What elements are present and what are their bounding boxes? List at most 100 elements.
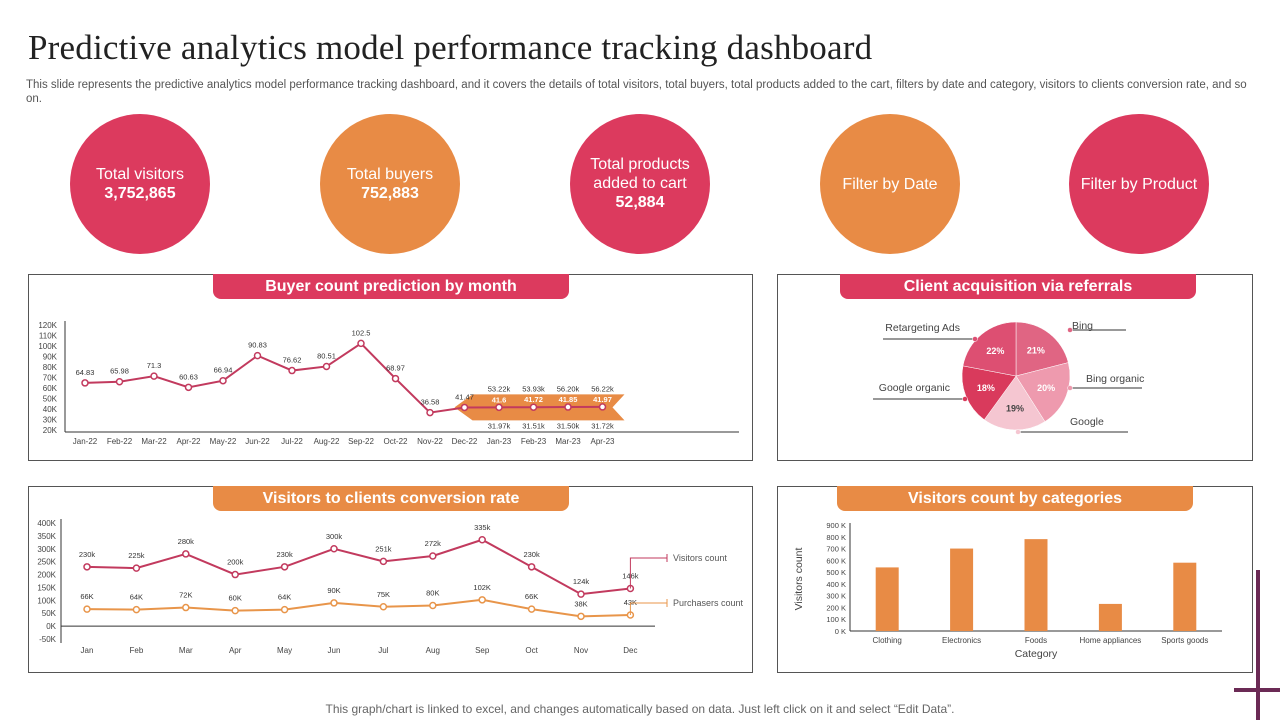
slice-percent-label: 22% (986, 346, 1004, 356)
data-label: 230k (276, 550, 293, 559)
y-tick-label: 600 K (826, 556, 846, 565)
kpi-label: Total products added to cart (590, 156, 690, 192)
legend-label: Google organic (879, 382, 950, 394)
y-tick-label: -50K (39, 635, 57, 644)
legend-leader-line (629, 557, 667, 589)
y-axis-title: Visitors count (793, 548, 805, 611)
bar (1098, 603, 1122, 631)
leader-dot (1067, 327, 1073, 333)
x-tick-label: Apr-23 (590, 437, 615, 446)
data-label: 66K (525, 592, 538, 601)
y-tick-label: 300K (37, 545, 56, 554)
y-tick-label: 50K (43, 395, 58, 404)
legend-label: Google (1070, 416, 1104, 428)
kpi-value: 752,883 (361, 184, 419, 202)
data-point (460, 403, 469, 412)
data-label: 280k (178, 537, 195, 546)
data-point (83, 605, 91, 613)
x-axis-title: Category (1015, 648, 1058, 660)
slice-percent-label: 19% (1006, 403, 1024, 413)
legend-leader-line (629, 602, 667, 616)
data-label: 102.5 (352, 328, 371, 337)
referrals-pie-chart[interactable]: 21% Bing 20% Bing organic 19% Google 18% Google… (778, 275, 1252, 460)
filter-by-product-button[interactable]: Filter by Product (1069, 114, 1209, 254)
x-tick-label: Dec (623, 646, 637, 655)
data-label: 41.6 (492, 395, 507, 404)
x-tick-label: Sports goods (1161, 636, 1208, 645)
data-label: 90K (327, 586, 340, 595)
kpi-total-visitors[interactable]: Total visitors 3,752,865 (70, 114, 210, 254)
data-label: 66K (80, 592, 93, 601)
x-tick-label: Jan (81, 646, 94, 655)
filter-label: Filter by Product (1080, 175, 1198, 193)
data-label: 230k (79, 550, 96, 559)
x-tick-label: Jan-23 (487, 437, 512, 446)
x-tick-label: Dec-22 (452, 437, 478, 446)
categories-panel: Visitors count by categories 900 K 800 K 7… (777, 486, 1253, 673)
kpi-total-products-cart[interactable]: Total products added to cart 52,884 (570, 114, 710, 254)
leader-dot (962, 396, 968, 402)
data-point (577, 612, 585, 621)
referrals-panel: Client acquisition via referrals 21% Bing… (777, 274, 1253, 461)
data-point (495, 403, 503, 412)
x-tick-label: Oct-22 (383, 437, 408, 446)
data-point (429, 552, 437, 560)
data-point (182, 550, 190, 558)
data-label: 90.83 (248, 341, 267, 350)
forecast-lower-label: 31.50k (557, 421, 580, 430)
y-tick-label: 500 K (826, 568, 846, 577)
bar (950, 548, 974, 631)
x-tick-label: Nov-22 (417, 437, 443, 446)
x-tick-label: Mar-23 (555, 437, 581, 446)
conversion-chart[interactable]: 400K 350K 300K 250K 200K 150K 100K 50K 0K -50K Jan… (29, 487, 752, 672)
legend-label: Purchasers count (673, 598, 744, 608)
x-tick-label: Apr (229, 646, 242, 655)
data-label: 66.94 (214, 366, 233, 375)
categories-bar-chart[interactable]: 900 K 800 K 700 K 600 K 500 K 400 K 300 K 200 K… (778, 487, 1252, 672)
y-tick-label: 400K (37, 519, 56, 528)
y-tick-label: 200K (37, 571, 56, 580)
data-point (478, 596, 486, 604)
data-label: 335k (474, 523, 491, 532)
data-label: 64.83 (76, 368, 95, 377)
data-point (322, 362, 331, 371)
y-tick-label: 100 K (826, 615, 846, 624)
data-point (219, 376, 227, 385)
footer-note: This graph/chart is linked to excel, and… (325, 702, 955, 716)
y-tick-label: 800 K (826, 533, 846, 542)
page-title: Predictive analytics model performance t… (28, 28, 873, 67)
data-label: 41.97 (593, 395, 612, 404)
pie-slice (961, 365, 1017, 421)
kpi-label: Total buyers (346, 165, 434, 183)
filter-by-date-button[interactable]: Filter by Date (820, 114, 960, 254)
forecast-lower-label: 31.72k (591, 421, 614, 430)
y-tick-label: 150K (37, 583, 56, 592)
pie-slice (1015, 362, 1071, 422)
y-tick-label: 700 K (826, 545, 846, 554)
panel-title: Client acquisition via referrals (840, 274, 1196, 299)
data-label: 80K (426, 588, 439, 597)
x-tick-label: Feb-23 (521, 437, 547, 446)
data-label: 60.63 (179, 372, 198, 381)
x-tick-label: Feb-22 (107, 437, 133, 446)
data-point (280, 605, 289, 614)
kpi-label: Total visitors (95, 165, 185, 183)
data-label: 80.51 (317, 351, 336, 360)
series-line (86, 538, 631, 596)
data-point (379, 557, 388, 566)
data-label: 124k (573, 577, 590, 586)
x-tick-label: Sep-22 (348, 437, 374, 446)
data-label: 41.85 (559, 395, 578, 404)
x-tick-label: Clothing (873, 636, 902, 645)
x-tick-label: Jan-22 (73, 437, 98, 446)
y-tick-label: 50K (42, 609, 57, 618)
data-label: 41.72 (524, 395, 543, 404)
data-point (280, 563, 289, 571)
y-tick-label: 100K (38, 342, 57, 351)
pie-slice (983, 375, 1046, 431)
data-point (577, 590, 585, 598)
kpi-total-buyers[interactable]: Total buyers 752,883 (320, 114, 460, 254)
x-tick-label: May-22 (210, 437, 237, 446)
x-tick-label: Jun (328, 646, 341, 655)
